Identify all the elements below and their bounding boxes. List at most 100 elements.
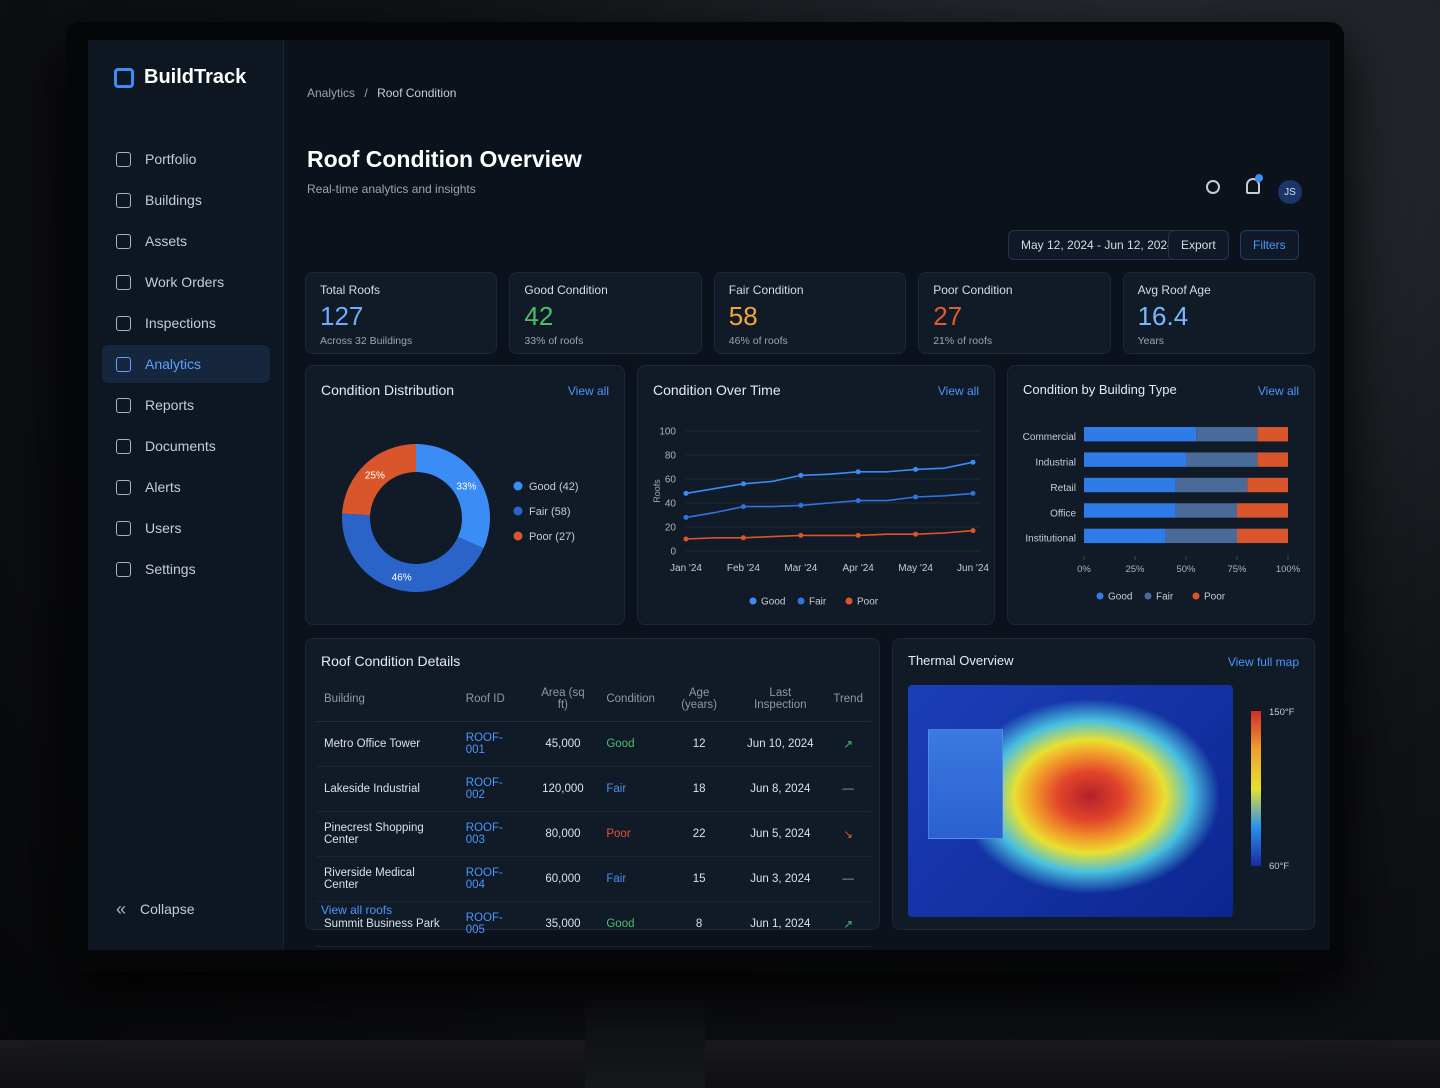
legend-label: Poor (27): [529, 531, 575, 543]
kpi-value: 27: [933, 301, 963, 331]
date-range-label: May 12, 2024 - Jun 12, 2024: [1021, 238, 1174, 252]
table-cell: 15: [662, 856, 736, 902]
export-button[interactable]: Export: [1168, 230, 1229, 260]
y-tick-label: 40: [665, 499, 677, 510]
bar-segment: [1186, 452, 1258, 467]
search-icon[interactable]: [1206, 180, 1220, 194]
x-tick-label: Mar '24: [784, 563, 817, 574]
table-cell: 12: [662, 721, 736, 767]
table-cell: 120,000: [527, 766, 599, 812]
nav-item[interactable]: Users: [102, 509, 270, 547]
desk: [0, 1040, 1440, 1088]
table-cell: ↗: [825, 901, 871, 947]
table-cell: 80,000: [527, 811, 599, 857]
view-all[interactable]: View all: [937, 384, 979, 398]
category-label: Commercial: [1023, 432, 1076, 443]
table-cell: Jun 8, 2024: [735, 766, 826, 812]
series-line: [685, 492, 974, 519]
bar-segment: [1257, 427, 1288, 442]
x-tick-label: 50%: [1176, 564, 1196, 575]
point: [683, 536, 689, 542]
avatar[interactable]: JS: [1278, 180, 1302, 204]
nav-item[interactable]: Settings: [102, 550, 270, 588]
collapse[interactable]: «Collapse: [116, 898, 195, 919]
screen: BuildTrack Portfolio Buildings Assets Work …: [88, 40, 1330, 950]
nav-item[interactable]: Documents: [102, 427, 270, 465]
table-cell: ROOF-003: [457, 811, 528, 857]
category-label: Retail: [1050, 483, 1076, 494]
table-cell: 35,000: [527, 901, 599, 947]
nav-icon: [116, 192, 131, 208]
kpi-note: 46% of roofs: [728, 335, 788, 347]
y-axis-label: Roofs: [652, 479, 662, 503]
kpi-label: Avg Roof Age: [1137, 283, 1211, 297]
view-all[interactable]: View all: [567, 384, 609, 398]
view-full-map[interactable]: View full map: [1227, 655, 1299, 669]
kpi-value: 16.4: [1137, 301, 1189, 331]
column-header: Age (years): [662, 677, 736, 722]
legend-label: Good: [1108, 592, 1132, 603]
bar-segment: [1237, 528, 1288, 544]
legend-label: Good: [761, 597, 785, 608]
nav-label: Documents: [145, 438, 216, 454]
nav-item[interactable]: Reports: [102, 386, 270, 424]
nav-item[interactable]: Work Orders: [102, 263, 270, 301]
nav-item[interactable]: Alerts: [102, 468, 270, 506]
point: [798, 532, 804, 538]
table-row[interactable]: Metro Office Tower ROOF-001 45,000 Good 12 Ju…: [316, 721, 871, 767]
table-card: Roof Condition Details Building Roof ID Ar…: [305, 638, 880, 947]
table-cell: 60,000: [527, 856, 599, 902]
kpi-label: Poor Condition: [933, 283, 1013, 297]
nav-item[interactable]: Inspections: [102, 304, 270, 342]
collapse-label: Collapse: [140, 901, 195, 917]
x-tick-label: 75%: [1227, 564, 1247, 575]
filters-button[interactable]: Filters: [1240, 230, 1299, 260]
table-row[interactable]: Pinecrest Shopping Center ROOF-003 80,000 P…: [316, 811, 871, 857]
view-all-roofs[interactable]: View all roofs: [321, 903, 393, 917]
table-cell: Good: [598, 721, 663, 767]
slice-label: 33%: [456, 481, 476, 492]
crumb: Roof Condition: [377, 86, 457, 100]
notification-icon[interactable]: [1246, 178, 1260, 194]
table-cell: ROOF-005: [457, 901, 528, 947]
view-all[interactable]: View all: [1257, 384, 1299, 398]
legend-label: Fair (58): [529, 506, 571, 518]
filters-label: Filters: [1253, 238, 1286, 252]
card-title: Condition by Building Type: [1023, 382, 1177, 397]
nav-item[interactable]: Buildings: [102, 181, 270, 219]
nav-item[interactable]: Assets: [102, 222, 270, 260]
scale-max: 150°F: [1269, 707, 1295, 718]
table-row[interactable]: Summit Business Park ROOF-005 35,000 Good 8 J…: [316, 901, 871, 947]
bar-segment: [1175, 477, 1248, 493]
nav-icon: [116, 315, 131, 331]
table-row[interactable]: Lakeside Industrial ROOF-002 120,000 Fair 18…: [316, 766, 871, 812]
export-label: Export: [1181, 238, 1216, 252]
bar-segment: [1196, 427, 1258, 442]
kpi-note: 33% of roofs: [524, 335, 584, 347]
notification-dot: [1255, 174, 1263, 182]
nav-item[interactable]: Analytics: [102, 345, 270, 383]
table-cell: Poor: [598, 811, 663, 857]
x-tick-label: Jan '24: [670, 563, 702, 574]
page-subtitle: Real-time analytics and insights: [307, 182, 476, 196]
point: [855, 498, 861, 504]
crumb[interactable]: Analytics: [307, 86, 356, 100]
nav-label: Buildings: [145, 192, 202, 208]
legend-dot: [749, 597, 757, 605]
nav-label: Reports: [145, 397, 195, 413]
table-cell: 18: [662, 766, 736, 812]
series-line: [685, 461, 974, 495]
table-row[interactable]: Riverside Medical Center ROOF-004 60,000 Fa…: [316, 856, 871, 902]
brand[interactable]: BuildTrack: [114, 66, 246, 89]
nav-icon: [116, 397, 131, 413]
x-tick-label: 25%: [1125, 564, 1145, 575]
point: [970, 459, 976, 465]
thermal-card: Thermal Overview View full map 150°F 60°…: [892, 638, 1315, 930]
card-title: Condition Over Time: [653, 382, 781, 398]
nav-item[interactable]: Portfolio: [102, 140, 270, 178]
legend-dot: [797, 597, 805, 605]
point: [855, 469, 861, 475]
table-cell: Fair: [598, 766, 663, 812]
bar-chart: Commercial Industrial Retail Office Institut…: [1023, 427, 1301, 603]
